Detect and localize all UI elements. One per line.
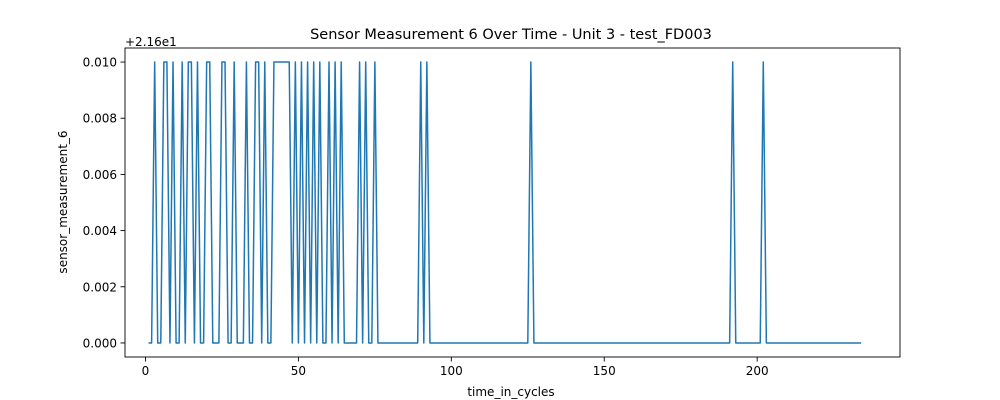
x-tick-label: 0 <box>142 364 150 378</box>
y-axis: 0.000 0.002 0.004 0.006 0.008 0.010 <box>83 56 125 350</box>
y-axis-offset-label: +2.16e1 <box>125 35 177 49</box>
x-tick-label: 50 <box>291 364 306 378</box>
axes-frame <box>124 47 901 358</box>
series-line-0 <box>148 61 862 344</box>
x-tick-label: 200 <box>746 364 769 378</box>
x-tick-label: 150 <box>593 364 616 378</box>
x-axis: 0 50 100 150 200 <box>142 357 769 378</box>
x-axis-label: time_in_cycles <box>467 385 554 399</box>
x-tick-label: 100 <box>440 364 463 378</box>
y-tick-label: 0.008 <box>83 112 117 126</box>
y-tick-label: 0.002 <box>83 280 117 294</box>
y-tick-label: 0.010 <box>83 56 117 70</box>
y-tick-label: 0.000 <box>83 336 117 350</box>
y-axis-label: sensor_measurement_6 <box>56 130 70 273</box>
chart-title: Sensor Measurement 6 Over Time - Unit 3 … <box>310 27 712 43</box>
y-tick-label: 0.006 <box>83 168 117 182</box>
y-tick-label: 0.004 <box>83 224 117 238</box>
plot-area <box>148 61 862 344</box>
